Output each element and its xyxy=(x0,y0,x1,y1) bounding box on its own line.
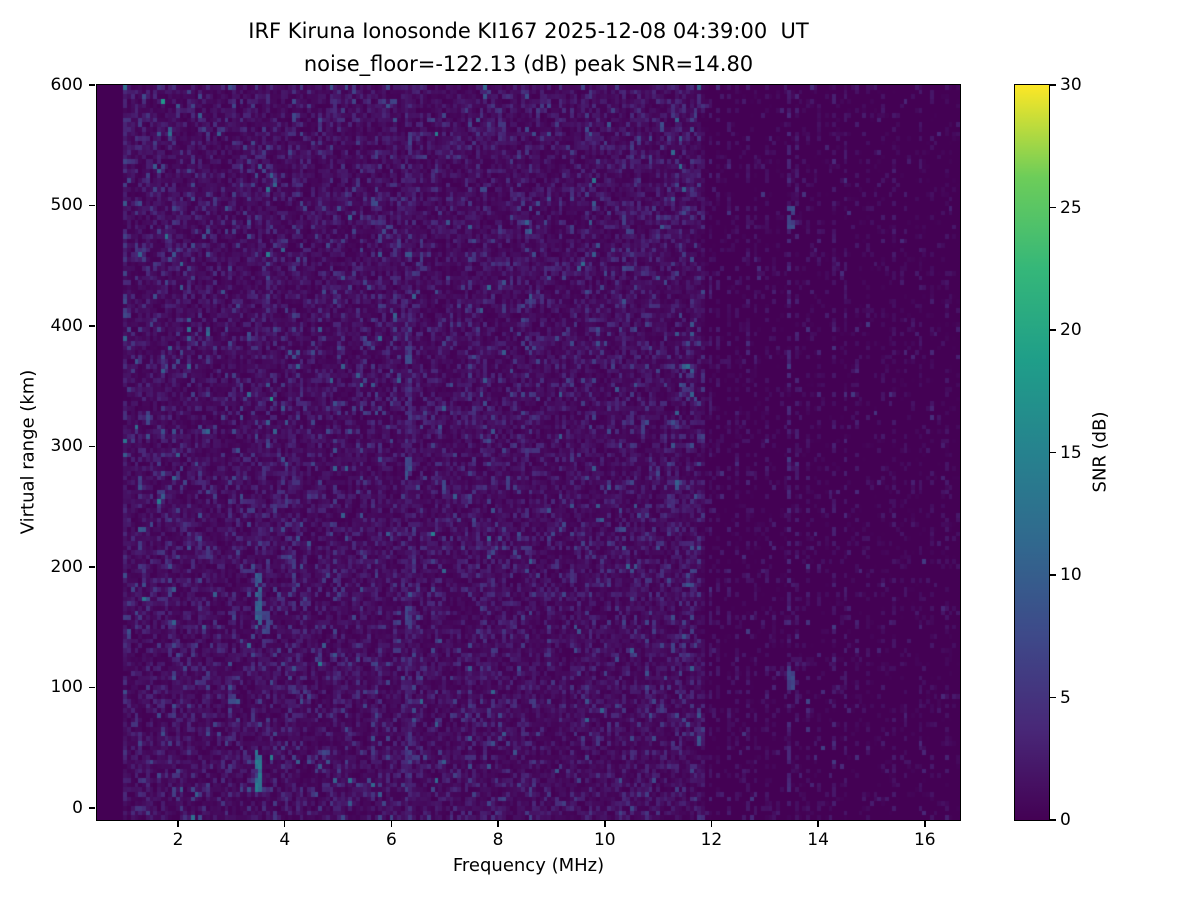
x-tick-mark xyxy=(710,821,713,827)
colorbar-tick-mark xyxy=(1050,329,1056,331)
chart-title: IRF Kiruna Ionosonde KI167 2025-12-08 04… xyxy=(248,19,809,43)
colorbar-tick-label: 20 xyxy=(1060,320,1082,340)
colorbar-label: SNR (dB) xyxy=(1089,411,1111,493)
x-tick-mark xyxy=(604,821,606,827)
colorbar-gradient xyxy=(1015,85,1049,820)
x-tick-mark xyxy=(390,821,393,827)
colorbar-tick-mark xyxy=(1050,84,1056,86)
x-tick-label: 14 xyxy=(807,830,829,850)
x-axis-label: Frequency (MHz) xyxy=(452,855,605,876)
colorbar-tick-label: 25 xyxy=(1060,197,1082,218)
y-tick-label: 500 xyxy=(50,195,83,216)
colorbar-tick-label: 5 xyxy=(1060,687,1071,708)
colorbar xyxy=(1014,84,1050,821)
x-tick-label: 16 xyxy=(913,830,936,850)
x-tick-label: 6 xyxy=(386,830,397,850)
x-tick-label: 8 xyxy=(492,830,504,850)
colorbar-tick-mark xyxy=(1050,574,1056,576)
x-tick-mark xyxy=(817,821,819,827)
colorbar-tick-mark xyxy=(1050,696,1056,699)
y-tick-mark xyxy=(89,204,95,207)
colorbar-tick-mark xyxy=(1050,819,1056,821)
chart-subtitle: noise_floor=-122.13 (dB) peak SNR=14.80 xyxy=(303,52,754,76)
y-tick-label: 600 xyxy=(50,75,83,95)
y-tick-label: 200 xyxy=(50,556,83,577)
y-tick-mark xyxy=(89,807,95,809)
x-tick-mark xyxy=(177,821,179,827)
heatmap-canvas xyxy=(97,85,960,820)
x-tick-label: 12 xyxy=(700,830,723,850)
x-tick-label: 2 xyxy=(172,830,184,850)
x-tick-label: 10 xyxy=(593,830,616,850)
colorbar-tick-mark xyxy=(1050,451,1056,454)
plot-area xyxy=(96,84,961,821)
colorbar-tick-label: 10 xyxy=(1060,565,1082,585)
y-tick-mark xyxy=(89,84,95,86)
colorbar-tick-label: 30 xyxy=(1060,75,1082,95)
x-tick-mark xyxy=(283,821,286,827)
y-tick-mark xyxy=(89,325,95,327)
y-tick-mark xyxy=(89,445,95,448)
y-tick-label: 400 xyxy=(50,315,83,336)
y-tick-label: 0 xyxy=(72,797,83,818)
y-tick-mark xyxy=(89,686,95,689)
y-tick-label: 300 xyxy=(50,436,83,457)
colorbar-tick-label: 15 xyxy=(1060,442,1082,463)
x-tick-mark xyxy=(924,821,926,827)
y-tick-mark xyxy=(89,566,95,568)
colorbar-tick-label: 0 xyxy=(1060,810,1071,830)
y-axis-label: Virtual range (km) xyxy=(17,369,39,535)
colorbar-tick-mark xyxy=(1050,206,1056,209)
x-tick-mark xyxy=(497,821,499,827)
y-tick-label: 100 xyxy=(50,677,83,698)
x-tick-label: 4 xyxy=(279,830,291,850)
